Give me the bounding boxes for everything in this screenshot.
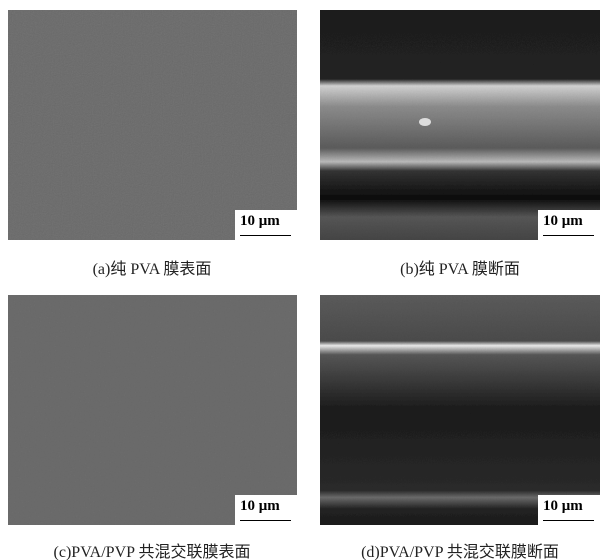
scale-label: 10 μm [543,498,583,515]
caption: (c)PVA/PVP 共混交联膜表面 [2,538,302,560]
scale-label: 10 μm [543,213,583,230]
caption: (d)PVA/PVP 共混交联膜断面 [310,538,607,560]
scale-label: 10 μm [240,213,280,230]
scale-bar: 10 μm [235,210,297,240]
sem-image: 10 μm [8,10,297,240]
caption: (b)纯 PVA 膜断面 [310,255,607,279]
scale-bar: 10 μm [235,495,297,525]
scale-bar: 10 μm [538,495,600,525]
sem-image: 10 μm [320,295,600,525]
sem-image: 10 μm [320,10,600,240]
figure: 10 μm 10 μm (a)纯 PVA 膜表面 (b)纯 PVA 膜断面 10… [0,0,607,560]
sem-image: 10 μm [8,295,297,525]
image [320,10,600,240]
caption: (a)纯 PVA 膜表面 [2,255,302,279]
image [8,295,297,525]
image [8,10,297,240]
scale-label: 10 μm [240,498,280,515]
image [320,295,600,525]
scale-bar: 10 μm [538,210,600,240]
